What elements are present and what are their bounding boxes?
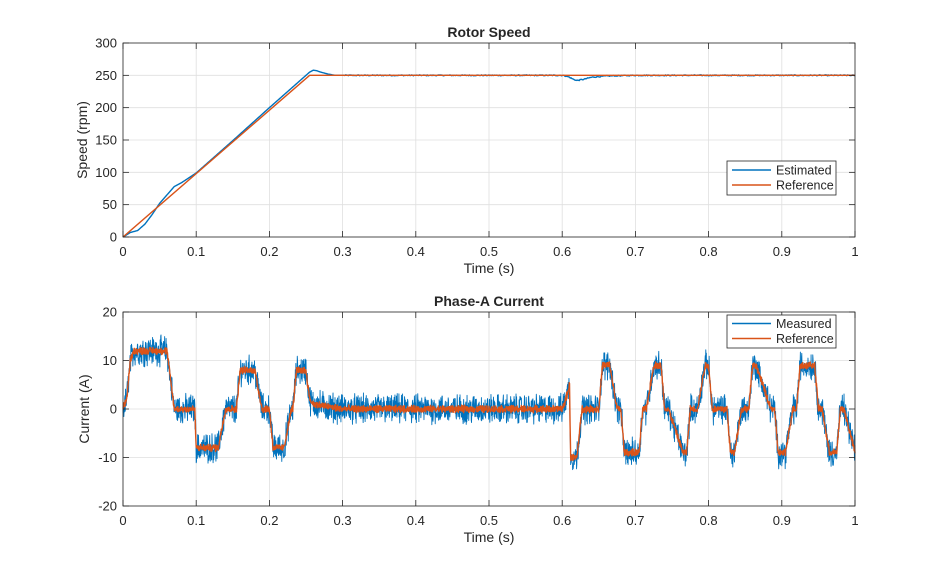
- rotor-speed-xtick-label: 0.4: [407, 244, 425, 259]
- phase-a-current-xtick-label: 0.1: [187, 513, 205, 528]
- rotor-speed-xtick-label: 0.7: [626, 244, 644, 259]
- phase-a-current-xtick-label: 0.8: [700, 513, 718, 528]
- rotor-speed-ytick-label: 250: [95, 68, 117, 83]
- rotor-speed-ticks: 0 0.1 0.2 0.3 0.4 0.5 0.6 0.7 0.8 0.9 1 0 50 100 150 20…: [95, 36, 858, 260]
- rotor-speed-xlabel: Time (s): [464, 260, 515, 276]
- phase-a-current-xtick-label: 0.2: [260, 513, 278, 528]
- rotor-speed-ytick-label: 200: [95, 100, 117, 115]
- phase-a-current-legend: Measured Reference: [726, 314, 837, 349]
- phase-a-current-legend-box: [726, 314, 837, 349]
- rotor-speed-xtick-label: 0.2: [260, 244, 278, 259]
- legend-measured-label: Measured: [776, 317, 832, 331]
- phase-a-current-xtick-label: 0.4: [407, 513, 425, 528]
- rotor-speed-xtick-label: 0.8: [700, 244, 718, 259]
- phase-a-current-xtick-label: 0: [119, 513, 126, 528]
- phase-a-current-ytick-label: 10: [103, 353, 117, 368]
- phase-a-current-xtick-label: 0.3: [334, 513, 352, 528]
- rotor-speed-xtick-label: 0: [119, 244, 126, 259]
- rotor-speed-xtick-label: 0.6: [553, 244, 571, 259]
- rotor-speed-legend-box: [726, 160, 837, 196]
- phase-a-current-axes: 0 0.1 0.2 0.3 0.4 0.5 0.6 0.7 0.8 0.9 1 -20 -10 0 10 20…: [76, 293, 859, 545]
- rotor-speed-xtick-label: 0.1: [187, 244, 205, 259]
- rotor-speed-title: Rotor Speed: [447, 24, 530, 40]
- rotor-speed-ytick-label: 100: [95, 165, 117, 180]
- phase-a-current-ytick-label: -10: [98, 450, 117, 465]
- legend-current-reference-label: Reference: [776, 332, 834, 346]
- rotor-speed-xtick-label: 0.9: [773, 244, 791, 259]
- rotor-speed-xtick-label: 0.3: [334, 244, 352, 259]
- phase-a-current-xtick-label: 0.5: [480, 513, 498, 528]
- rotor-speed-ytick-label: 50: [103, 197, 117, 212]
- phase-a-current-xlabel: Time (s): [464, 529, 515, 545]
- legend-estimated-label: Estimated: [776, 164, 832, 178]
- rotor-speed-xtick-label: 1: [851, 244, 858, 259]
- phase-a-current-ytick-label: -20: [98, 499, 117, 514]
- phase-a-current-xtick-label: 0.6: [553, 513, 571, 528]
- legend-speed-reference-label: Reference: [776, 179, 834, 193]
- rotor-speed-ytick-label: 0: [110, 230, 117, 245]
- rotor-speed-legend: Estimated Reference: [726, 160, 837, 196]
- phase-a-current-series: [122, 334, 856, 471]
- rotor-speed-ylabel: Speed (rpm): [74, 101, 90, 179]
- phase-a-current-reference-line: [122, 346, 856, 462]
- rotor-speed-xtick-label: 0.5: [480, 244, 498, 259]
- phase-a-current-xtick-label: 0.7: [626, 513, 644, 528]
- rotor-speed-axes: 0 0.1 0.2 0.3 0.4 0.5 0.6 0.7 0.8 0.9 1 0 50 100 150 20…: [74, 24, 859, 276]
- phase-a-current-xtick-label: 0.9: [773, 513, 791, 528]
- phase-a-current-xtick-label: 1: [851, 513, 858, 528]
- phase-a-current-ytick-label: 20: [103, 305, 117, 320]
- rotor-speed-reference-line: [122, 74, 855, 238]
- phase-a-current-ticks: 0 0.1 0.2 0.3 0.4 0.5 0.6 0.7 0.8 0.9 1 -20 -10 0 10 20: [98, 305, 858, 529]
- rotor-speed-ytick-label: 300: [95, 36, 117, 51]
- rotor-speed-series: [122, 69, 856, 238]
- phase-a-current-ytick-label: 0: [110, 402, 117, 417]
- phase-a-current-ylabel: Current (A): [76, 374, 92, 443]
- phase-a-current-title: Phase-A Current: [434, 293, 544, 309]
- rotor-speed-ytick-label: 150: [95, 133, 117, 148]
